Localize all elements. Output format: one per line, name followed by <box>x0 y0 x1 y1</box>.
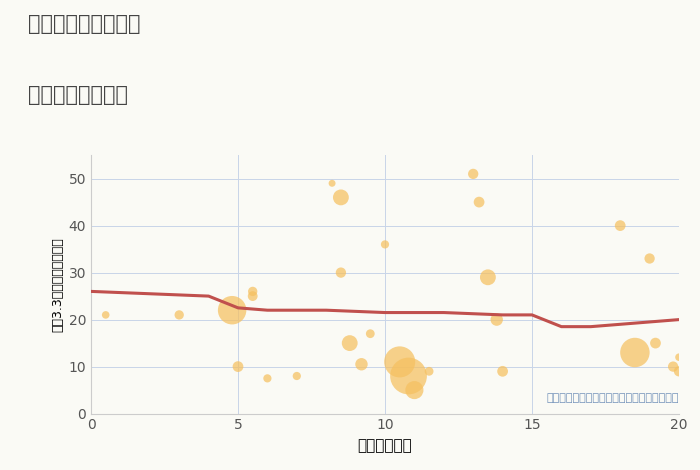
Point <box>365 330 376 337</box>
Point <box>615 222 626 229</box>
Point <box>394 358 405 366</box>
Point <box>403 372 414 380</box>
Point <box>673 353 685 361</box>
Point <box>473 198 484 206</box>
X-axis label: 駅距離（分）: 駅距離（分） <box>358 438 412 453</box>
Point <box>497 368 508 375</box>
Point <box>335 194 346 201</box>
Point <box>629 349 641 356</box>
Point <box>356 360 367 368</box>
Text: 円の大きさは、取引のあった物件面積を示す: 円の大きさは、取引のあった物件面積を示す <box>547 393 679 403</box>
Point <box>424 368 435 375</box>
Point <box>673 368 685 375</box>
Point <box>326 180 337 187</box>
Point <box>247 288 258 295</box>
Point <box>468 170 479 178</box>
Point <box>644 255 655 262</box>
Text: 愛知県一宮市大毛の: 愛知県一宮市大毛の <box>28 14 141 34</box>
Point <box>232 363 244 370</box>
Point <box>344 339 356 347</box>
Point <box>379 241 391 248</box>
Point <box>650 339 661 347</box>
Point <box>291 372 302 380</box>
Point <box>227 306 238 314</box>
Point <box>174 311 185 319</box>
Y-axis label: 坪（3.3㎡）単価（万円）: 坪（3.3㎡）単価（万円） <box>51 237 64 332</box>
Point <box>409 386 420 394</box>
Point <box>335 269 346 276</box>
Point <box>100 311 111 319</box>
Point <box>482 274 493 281</box>
Text: 駅距離別土地価格: 駅距離別土地価格 <box>28 85 128 105</box>
Point <box>247 292 258 300</box>
Point <box>262 375 273 382</box>
Point <box>491 316 503 323</box>
Point <box>668 363 679 370</box>
